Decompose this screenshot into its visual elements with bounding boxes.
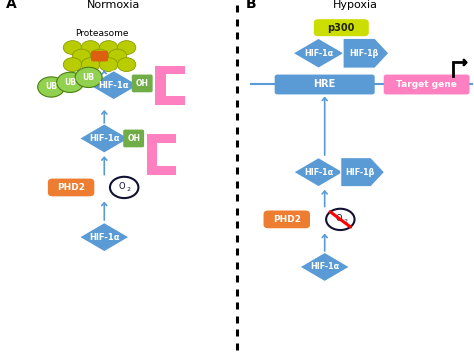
Text: B: B [246,0,256,11]
Text: Normoxia: Normoxia [87,0,140,10]
Text: O: O [119,182,126,191]
Circle shape [73,49,91,63]
FancyBboxPatch shape [314,19,369,36]
Text: HIF-1α: HIF-1α [304,168,333,177]
Text: UB: UB [45,82,57,92]
Circle shape [64,58,82,72]
Text: Hypoxia: Hypoxia [333,0,378,10]
Polygon shape [341,158,384,187]
FancyBboxPatch shape [48,179,94,196]
Text: HIF-1β: HIF-1β [346,168,375,177]
Circle shape [38,77,64,97]
Text: UB: UB [82,73,95,82]
Circle shape [82,58,100,72]
Text: 2: 2 [127,187,131,192]
Polygon shape [147,134,176,175]
Polygon shape [293,38,344,68]
Text: HIF-1α: HIF-1α [304,49,333,58]
Circle shape [117,58,136,72]
Text: p300: p300 [328,23,355,33]
Polygon shape [80,124,129,153]
Polygon shape [155,66,185,105]
Text: OH: OH [136,79,149,88]
Text: Proteasome: Proteasome [75,29,128,38]
Text: HIF-1α: HIF-1α [99,81,129,90]
Polygon shape [343,38,389,68]
Text: 2: 2 [343,219,347,224]
Circle shape [110,177,138,198]
Circle shape [100,58,118,72]
Text: PHD2: PHD2 [57,183,85,192]
FancyBboxPatch shape [274,75,374,94]
Circle shape [91,49,109,63]
Text: PHD2: PHD2 [273,215,301,224]
Text: HRE: HRE [314,80,336,89]
Polygon shape [300,252,350,282]
FancyBboxPatch shape [132,75,153,92]
FancyBboxPatch shape [91,51,108,61]
Text: HIF-1α: HIF-1α [310,262,339,272]
FancyBboxPatch shape [384,75,470,94]
Circle shape [82,40,100,54]
Text: HIF-1β: HIF-1β [349,49,378,58]
Text: A: A [6,0,17,11]
Text: Target gene: Target gene [396,80,457,89]
Circle shape [100,40,118,54]
Text: VHL: VHL [174,77,181,93]
Polygon shape [80,223,129,252]
Text: VHL: VHL [166,147,172,162]
Circle shape [64,40,82,54]
Text: O: O [335,214,342,223]
Circle shape [75,67,102,87]
Text: HIF-1α: HIF-1α [89,233,119,242]
Text: UB: UB [64,78,76,87]
Circle shape [326,209,355,230]
Circle shape [117,40,136,54]
Text: OH: OH [127,134,140,143]
FancyBboxPatch shape [123,130,144,147]
Text: HIF-1α: HIF-1α [89,134,119,143]
FancyBboxPatch shape [264,211,310,228]
Circle shape [57,72,83,93]
Polygon shape [89,71,138,100]
Polygon shape [294,158,343,187]
Circle shape [108,49,127,63]
